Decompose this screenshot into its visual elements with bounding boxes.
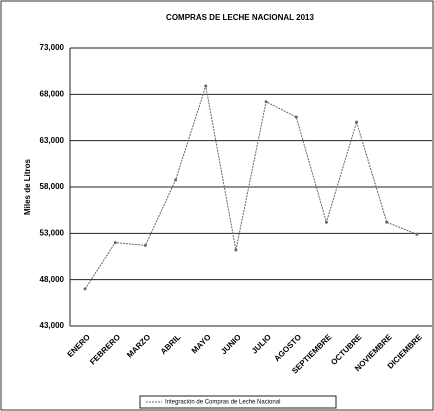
point	[143, 243, 147, 247]
point	[415, 232, 419, 236]
y-tick-label: 53,000	[40, 228, 65, 237]
y-tick-label: 43,000	[40, 321, 65, 330]
legend-label: Integración de Compras de Leche Nacional	[165, 400, 280, 406]
y-tick-label: 73,000	[40, 43, 65, 52]
chart-title: COMPRAS DE LECHE NACIONAL 2013	[166, 13, 314, 22]
point	[234, 248, 238, 252]
y-tick-label: 58,000	[40, 182, 65, 191]
point	[204, 84, 208, 88]
point	[174, 178, 178, 182]
point	[113, 241, 117, 245]
point	[264, 100, 268, 104]
y-tick-label: 48,000	[40, 275, 65, 284]
y-tick-label: 63,000	[40, 136, 65, 145]
series-line	[84, 85, 418, 290]
y-axis-label: Miles de Litros	[23, 158, 32, 215]
legend-box	[139, 395, 337, 409]
point	[324, 220, 328, 224]
point	[83, 287, 87, 291]
point	[385, 220, 389, 224]
point	[355, 120, 359, 124]
point	[294, 115, 298, 119]
y-tick-label: 68,000	[40, 89, 65, 98]
